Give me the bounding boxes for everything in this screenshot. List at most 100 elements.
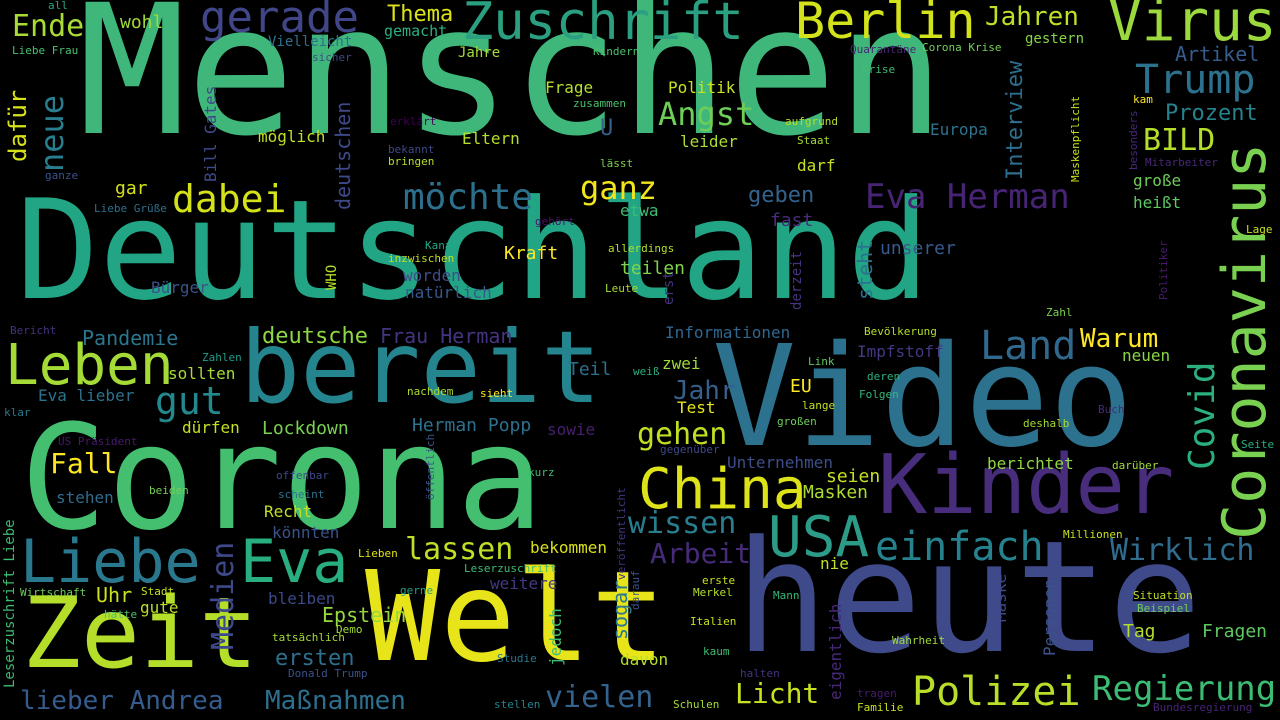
word: Welt [365, 545, 667, 690]
word: Unternehmen [727, 453, 833, 472]
word: könnten [272, 523, 340, 542]
word: Licht [735, 677, 820, 710]
word: Trump [1135, 57, 1256, 103]
word: allerdings [608, 242, 675, 255]
word: Personen [1040, 578, 1059, 656]
word: Deutschland [16, 170, 930, 331]
word: Bundesregierung [1153, 701, 1253, 714]
word: Bericht [10, 324, 57, 337]
word: sollten [168, 364, 236, 383]
word: ganz [580, 169, 658, 207]
word: einfach [875, 524, 1044, 570]
word: Bürger [151, 278, 209, 297]
word: Studie [497, 652, 537, 665]
word: bekommen [530, 538, 608, 557]
word: Kinder [878, 438, 1175, 533]
word: Eva lieber [38, 386, 135, 405]
word: Maskenpflicht [1069, 95, 1082, 182]
word: Situation [1133, 589, 1193, 602]
word: Frau Herman [380, 324, 513, 348]
word: lieber Andrea [20, 686, 224, 716]
word: Liebe Grüße [94, 202, 167, 215]
word: all [48, 0, 68, 12]
word: gar [115, 178, 148, 199]
word: Herman Popp [412, 415, 532, 436]
word: lässt [600, 157, 634, 170]
word: Thema [387, 2, 454, 27]
word: Angst [658, 95, 755, 133]
word: halten [740, 667, 780, 680]
word: sowie [547, 420, 596, 439]
word: gehört [535, 215, 575, 228]
word: Kindern [593, 45, 640, 58]
word: Menschen [78, 0, 945, 176]
word: Stadt [141, 585, 175, 598]
word: darüber [1112, 459, 1159, 472]
word: gehen [637, 417, 728, 452]
word: Leute [605, 282, 639, 295]
word: Artikel [1175, 42, 1260, 66]
word: natürlich [405, 283, 492, 302]
word: möglich [258, 127, 326, 146]
word: Masken [803, 482, 869, 503]
word: Staat [797, 134, 831, 147]
word: erklärt [390, 115, 437, 128]
word: Buch [1098, 403, 1125, 416]
word: Leserzuschrift Liebe [2, 519, 18, 688]
word: USA [768, 505, 870, 570]
word: wohl [120, 12, 164, 33]
word: Eltern [462, 129, 520, 148]
word: Merkel [693, 586, 733, 599]
word: Maßnahmen [265, 686, 406, 716]
word: große [1133, 171, 1182, 190]
word: deren [867, 370, 901, 383]
word: ganze [45, 169, 79, 182]
word: aufgrund [785, 115, 838, 128]
word: Corona [20, 394, 544, 563]
word: Video [712, 316, 1134, 479]
word: zwei [662, 354, 701, 373]
word: Arbeit [650, 537, 752, 570]
word: bleiben [268, 589, 336, 608]
word: neue [33, 94, 71, 172]
word: Wahrheit [892, 634, 945, 647]
word: davon [620, 650, 669, 669]
word: Bill Gates [201, 85, 220, 182]
word: Teil [568, 359, 612, 380]
word: dürfen [182, 418, 240, 437]
word: Lieben [358, 547, 398, 560]
word: bereit [240, 309, 602, 426]
word: leider [680, 132, 738, 151]
word: gestern [1025, 31, 1085, 47]
word: vielen [545, 680, 654, 715]
word: Beispiel [1137, 602, 1190, 615]
word: worden [403, 266, 461, 285]
word: scheint [278, 488, 325, 501]
word: möchte [403, 177, 534, 218]
word: Corona Krise [922, 41, 1002, 54]
word: hätte [104, 608, 138, 621]
word: EU [790, 376, 812, 397]
word: seien [826, 466, 881, 487]
word: derzeit [789, 250, 805, 310]
word: tragen [857, 687, 897, 700]
word: Zahlen [202, 351, 242, 364]
word: Politiker [1157, 240, 1170, 300]
word: Vielleicht [268, 34, 353, 50]
word: teilen [620, 258, 686, 279]
word: kaum [703, 645, 730, 658]
word: Familie [857, 701, 904, 714]
word: darf [797, 156, 836, 175]
word: Liebe [20, 527, 201, 597]
word: Quarantäne [850, 43, 917, 56]
word: Kanal [425, 239, 459, 252]
word: gut [155, 379, 224, 423]
word: Ende [12, 9, 85, 44]
word: Coronavirus [1210, 142, 1280, 540]
word: weitere [490, 574, 558, 593]
word: zusammen [573, 97, 626, 110]
word: Impfstoff [857, 342, 944, 361]
word: wissen [628, 506, 737, 541]
word: nachdem [407, 385, 454, 398]
word: Epstein [322, 603, 407, 627]
